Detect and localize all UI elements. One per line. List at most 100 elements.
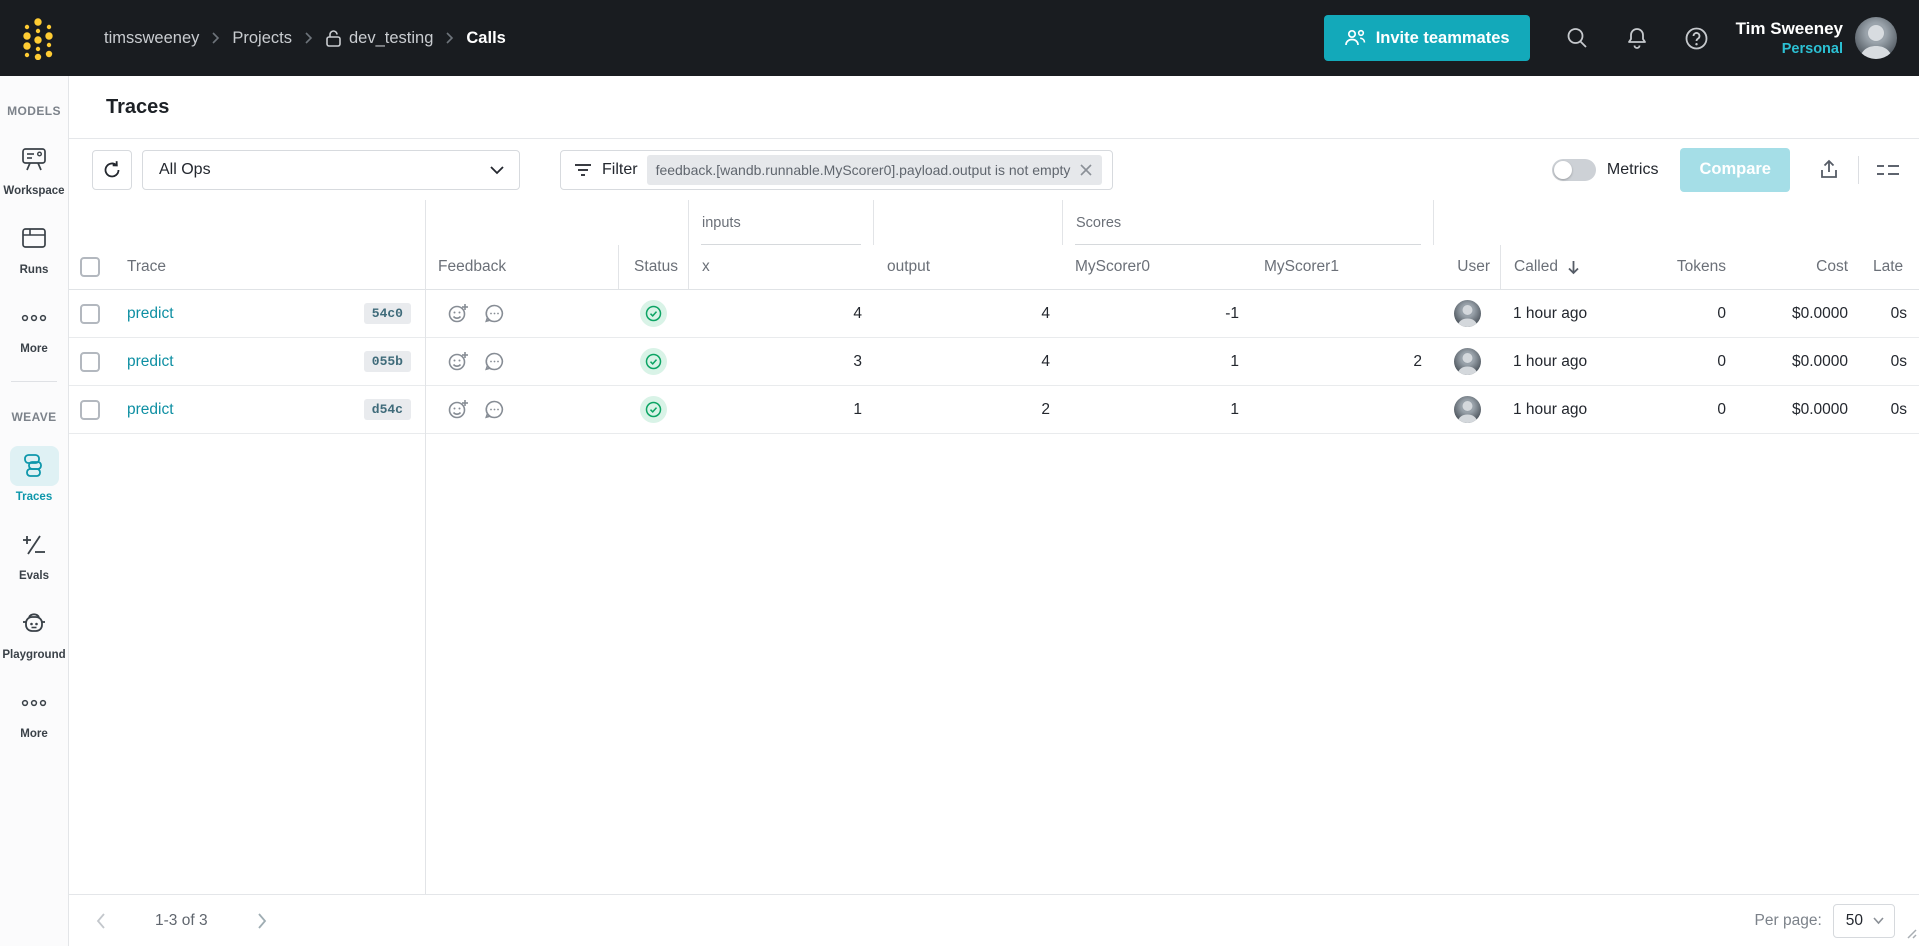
comment-icon[interactable] [483,398,506,421]
cell-called: 1 hour ago [1513,400,1588,418]
sidebar-item-evals[interactable]: Evals [4,525,65,582]
table-row[interactable]: predict 54c0 4 4 -1 1 hour ago 0 $0.0000… [69,290,1919,338]
left-sidebar: MODELS Workspace Runs More WEAVE Traces … [0,76,69,946]
sidebar-divider [11,381,57,382]
breadcrumb-entity[interactable]: timssweeney [104,28,200,47]
column-header-output[interactable]: output [887,258,931,275]
column-header-x[interactable]: x [688,245,874,289]
column-header-status[interactable]: Status [618,245,688,289]
chevron-right-icon [211,31,220,45]
trace-id-chip[interactable]: 54c0 [363,303,411,324]
search-icon[interactable] [1564,25,1590,51]
per-page-select[interactable]: 50 [1832,903,1895,938]
add-reaction-icon[interactable] [447,302,470,325]
notifications-bell-icon[interactable] [1624,25,1650,51]
breadcrumb-project[interactable]: dev_testing [325,29,433,48]
column-group-header-row: inputs Scores [69,200,1919,245]
trace-id-chip[interactable]: d54c [363,399,411,420]
display-settings-icon[interactable] [1873,155,1903,185]
column-header-called-label: Called [1514,258,1558,275]
cell-tokens: 0 [1717,304,1726,322]
cell-called: 1 hour ago [1513,352,1588,370]
traces-icon [9,446,59,486]
metrics-toggle[interactable] [1551,158,1596,181]
refresh-button[interactable] [92,149,132,190]
cell-x: 1 [853,400,862,418]
chevron-right-icon [445,31,454,45]
per-page-value: 50 [1845,911,1863,929]
row-checkbox[interactable] [79,399,100,420]
help-icon[interactable] [1684,25,1710,51]
refresh-icon [104,160,120,177]
invite-teammates-button[interactable]: Invite teammates [1323,15,1530,61]
sidebar-item-playground[interactable]: Playground [2,604,66,661]
select-all-checkbox[interactable] [79,257,100,277]
sidebar-item-more-models[interactable]: More [4,298,65,355]
cell-x: 3 [853,352,862,370]
sidebar-item-traces[interactable]: Traces [4,446,65,503]
breadcrumb-project-label: dev_testing [348,28,434,47]
add-reaction-icon[interactable] [447,398,470,421]
more-dots-icon [10,298,59,338]
trace-link[interactable]: predict [127,400,174,418]
column-header-cost[interactable]: Cost [1816,258,1848,275]
row-checkbox[interactable] [79,351,100,372]
sort-descending-icon[interactable] [1566,259,1581,276]
sidebar-item-more-weave[interactable]: More [4,683,65,740]
comment-icon[interactable] [483,350,506,373]
sidebar-item-runs[interactable]: Runs [4,219,65,276]
comment-icon[interactable] [483,302,506,325]
filter-chip-text: feedback.[wandb.runnable.MyScorer0].payl… [655,161,1071,178]
cell-scorer0: 1 [1230,400,1239,418]
filter-label: Filter [602,160,638,178]
add-reaction-icon[interactable] [447,350,470,373]
row-checkbox[interactable] [79,303,100,324]
user-avatar[interactable] [1855,17,1897,59]
people-icon [1344,29,1365,46]
column-header-tokens[interactable]: Tokens [1676,258,1726,275]
remove-filter-icon[interactable] [1079,163,1093,177]
cell-latency: 0s [1890,352,1907,370]
resize-handle[interactable] [1904,926,1917,944]
column-header-latency[interactable]: Late [1873,258,1904,275]
sidebar-item-label: Playground [2,649,66,661]
cell-latency: 0s [1890,400,1907,418]
breadcrumb: timssweeney Projects dev_testing Calls [104,29,506,48]
user-name: Tim Sweeney [1735,19,1843,39]
column-header-feedback[interactable]: Feedback [438,258,507,275]
wandb-logo[interactable] [0,16,76,60]
column-header-user[interactable]: User [1457,258,1490,275]
trace-link[interactable]: predict [127,304,174,322]
filter-chip[interactable]: feedback.[wandb.runnable.MyScorer0].payl… [646,154,1103,185]
metrics-label: Metrics [1606,160,1659,178]
ops-filter-select[interactable]: All Ops [142,149,520,190]
breadcrumb-projects[interactable]: Projects [232,28,292,47]
cell-output: 4 [1041,304,1050,322]
cell-cost: $0.0000 [1791,304,1848,322]
trace-id-chip[interactable]: 055b [363,351,411,372]
compare-button[interactable]: Compare [1680,147,1790,192]
cell-scorer1 [1251,386,1434,433]
cell-output: 4 [1041,352,1050,370]
sidebar-item-label: Traces [15,491,53,503]
main-content: Traces All Ops Filter feedback.[wandb.ru… [69,76,1919,946]
ops-filter-value: All Ops [159,160,211,178]
column-header-trace[interactable]: Trace [127,258,167,275]
next-page-button[interactable] [248,907,276,935]
table-row[interactable]: predict d54c 1 2 1 1 hour ago 0 $0.0000 … [69,386,1919,434]
export-icon[interactable] [1814,155,1844,185]
column-header-scorer1[interactable]: MyScorer1 [1264,258,1339,275]
pagination-range: 1-3 of 3 [155,911,208,929]
sidebar-item-label: Runs [19,264,49,276]
sidebar-item-workspace[interactable]: Workspace [3,140,65,197]
user-avatar [1453,396,1481,423]
column-header-called[interactable]: Called [1500,245,1623,289]
user-menu[interactable]: Tim Sweeney Personal [1736,18,1843,57]
filter-bar[interactable]: Filter feedback.[wandb.runnable.MyScorer… [560,149,1114,190]
previous-page-button[interactable] [87,907,115,935]
table-empty-area [69,434,1919,894]
table-row[interactable]: predict 055b 3 4 1 2 1 hour ago 0 $0.000… [69,338,1919,386]
column-header-scorer0[interactable]: MyScorer0 [1075,258,1150,275]
trace-link[interactable]: predict [127,352,174,370]
table-header-row: Trace Feedback Status x output MyScorer0… [69,245,1919,290]
